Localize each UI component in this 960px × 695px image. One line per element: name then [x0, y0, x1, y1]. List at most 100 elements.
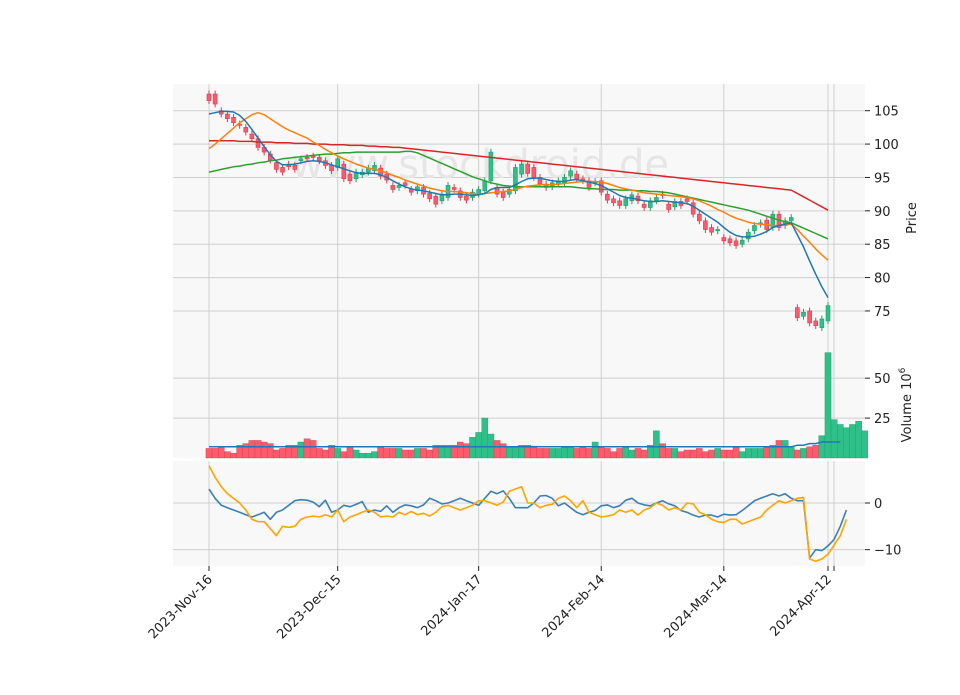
volume-bar — [377, 446, 384, 459]
volume-bar — [530, 446, 538, 459]
x-axis-tick-label: 2023-Dec-15 — [274, 572, 344, 642]
candle-body — [488, 151, 494, 182]
volume-bar — [316, 448, 323, 459]
volume-bar — [371, 451, 378, 459]
volume-bar — [395, 448, 403, 459]
candle-body — [574, 173, 580, 180]
price-axis-tick-label: 80 — [874, 272, 891, 287]
candle-body — [225, 113, 230, 120]
candle-body — [819, 318, 825, 328]
volume-bar — [322, 449, 329, 459]
volume-bar — [224, 451, 231, 459]
candle-body — [500, 191, 506, 198]
volume-bar — [469, 437, 476, 459]
price-axis-tick-label: 95 — [874, 171, 891, 186]
volume-bar — [812, 445, 820, 459]
volume-bar — [487, 433, 495, 459]
volume-average-line — [209, 441, 841, 448]
volume-bar — [714, 448, 721, 459]
volume-bar — [573, 448, 580, 459]
volume-bar — [806, 446, 813, 459]
volume-bar — [548, 448, 556, 459]
volume-bar — [794, 449, 801, 459]
candle-body — [703, 220, 708, 230]
candle-body — [525, 163, 530, 174]
volume-bar — [230, 453, 237, 459]
volume-bar — [309, 440, 317, 459]
volume-bar — [414, 448, 421, 459]
volume-bar — [536, 448, 544, 459]
volume-bar — [787, 446, 795, 459]
volume-bar — [597, 446, 605, 459]
x-axis-tick-label: 2024-Jan-17 — [418, 572, 485, 639]
candle-body — [739, 239, 745, 245]
candle-body — [396, 185, 402, 188]
volume-bar — [634, 448, 642, 459]
moving-average-xlong-line — [209, 139, 829, 211]
candle-body — [390, 185, 396, 190]
indicator-line-primary — [208, 488, 848, 559]
volume-bar — [358, 453, 366, 459]
volume-bar — [561, 446, 568, 459]
candle-body — [341, 163, 347, 180]
price-axis-tick-label: 85 — [874, 238, 891, 253]
candle-body — [666, 203, 671, 210]
volume-bar — [401, 449, 409, 459]
candle-body — [212, 93, 218, 105]
volume-bar — [757, 448, 764, 459]
candle-body — [243, 127, 249, 133]
volume-bar — [616, 448, 623, 459]
candle-body — [641, 203, 647, 208]
candle-body — [795, 307, 800, 318]
volume-bar — [653, 430, 660, 459]
volume-bar — [475, 432, 482, 459]
moving-average-long-line — [208, 150, 829, 240]
volume-bar — [254, 440, 262, 459]
volume-bar — [732, 446, 740, 459]
volume-bar — [708, 449, 715, 459]
watermark-text: www.stockdroid.de — [291, 142, 669, 188]
candle-body — [709, 227, 714, 233]
volume-bar — [512, 446, 519, 459]
volume-bar — [217, 446, 225, 459]
volume-bar — [800, 448, 807, 459]
volume-bar — [407, 449, 415, 459]
candle-body — [274, 162, 279, 170]
price-axis-tick-label: 90 — [874, 205, 891, 220]
candle-body — [292, 165, 298, 170]
candle-body — [347, 173, 353, 182]
candle-body — [733, 240, 739, 246]
candle-body — [372, 165, 377, 172]
volume-bar — [365, 453, 372, 459]
volume-bar — [775, 440, 783, 459]
candle-body — [721, 237, 727, 242]
volume-bar — [303, 438, 311, 459]
candle-body — [249, 133, 255, 140]
volume-bar — [683, 449, 691, 459]
volume-bar — [499, 443, 507, 459]
volume-bar — [297, 441, 305, 459]
volume-bar — [389, 448, 397, 459]
candle-body — [825, 305, 831, 322]
volume-bar — [585, 448, 593, 459]
candle-body — [727, 238, 733, 244]
candle-body — [684, 198, 690, 202]
indicator-line-signal — [208, 465, 848, 563]
x-axis-tick-label: 2024-Feb-14 — [539, 572, 608, 641]
candle-body — [568, 170, 573, 177]
volume-bar — [346, 446, 354, 459]
volume-bar — [463, 443, 470, 459]
candle-body — [304, 157, 310, 160]
volume-bar — [260, 441, 268, 459]
candle-body — [690, 202, 696, 215]
candle-body — [531, 167, 537, 178]
volume-bar — [849, 424, 856, 459]
volume-panel-bg — [173, 351, 865, 458]
volume-bar — [640, 449, 648, 459]
volume-bar — [689, 449, 697, 459]
volume-bar — [334, 448, 341, 459]
volume-bar — [591, 441, 599, 459]
volume-axis-tick-label: 50 — [874, 372, 891, 387]
candle-body — [402, 182, 408, 186]
